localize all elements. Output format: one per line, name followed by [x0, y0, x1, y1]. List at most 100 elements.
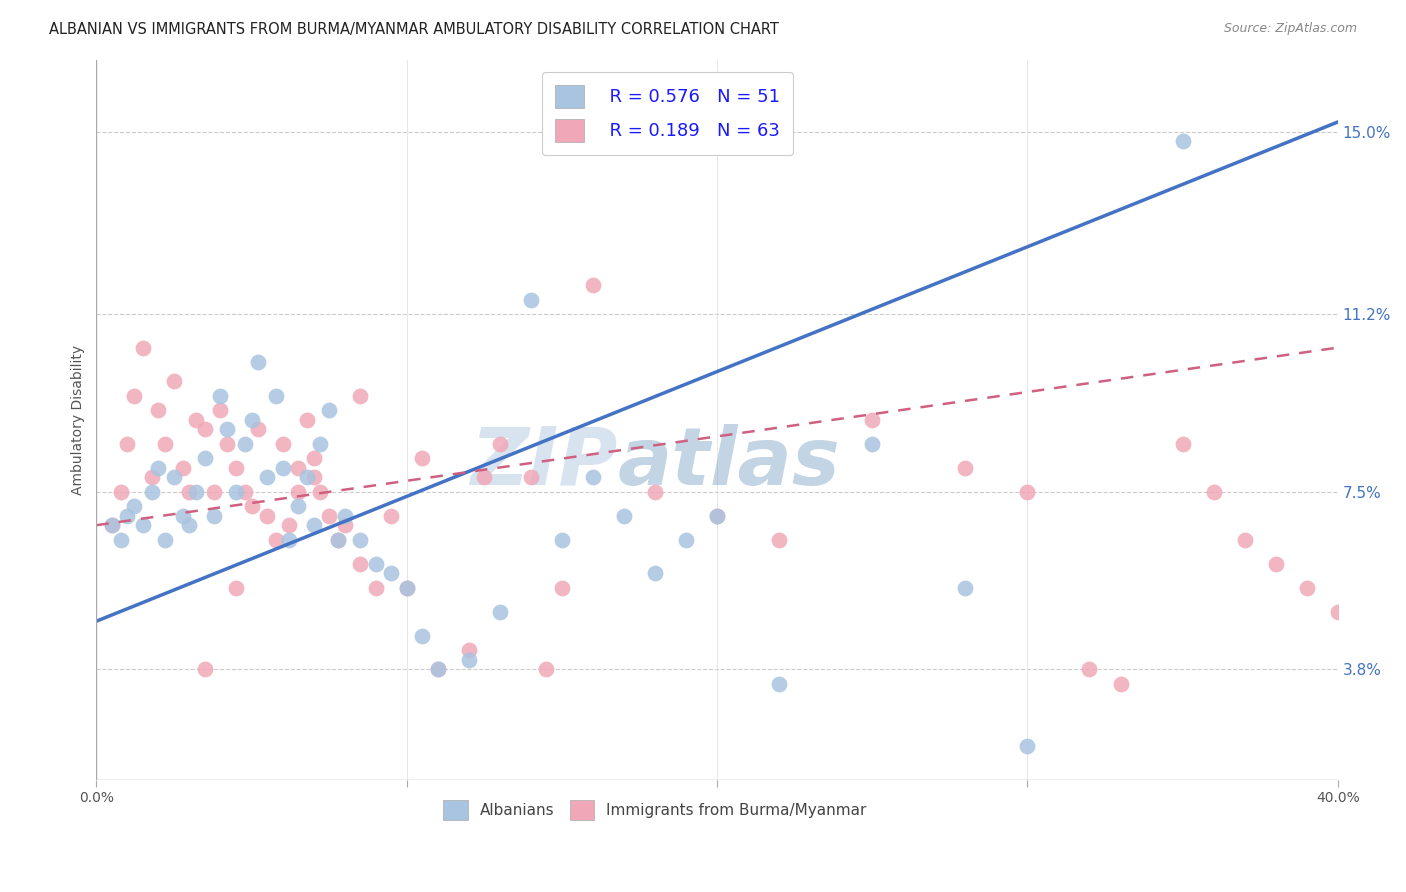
Point	[706, 508, 728, 523]
Point	[153, 533, 176, 547]
Point	[256, 508, 278, 523]
Point	[1109, 676, 1132, 690]
Point	[364, 581, 387, 595]
Point	[233, 484, 256, 499]
Point	[117, 436, 139, 450]
Point	[349, 557, 371, 571]
Point	[271, 436, 294, 450]
Point	[644, 566, 666, 581]
Point	[675, 533, 697, 547]
Point	[1078, 662, 1101, 676]
Point	[246, 355, 269, 369]
Point	[302, 450, 325, 465]
Point	[287, 484, 309, 499]
Point	[246, 422, 269, 436]
Point	[768, 533, 790, 547]
Point	[1171, 436, 1194, 450]
Point	[333, 508, 356, 523]
Point	[582, 278, 605, 293]
Point	[194, 422, 217, 436]
Point	[520, 293, 543, 307]
Point	[1171, 134, 1194, 148]
Text: atlas: atlas	[617, 424, 841, 502]
Point	[225, 460, 247, 475]
Point	[277, 518, 299, 533]
Point	[302, 470, 325, 484]
Point	[1017, 739, 1039, 753]
Point	[233, 436, 256, 450]
Point	[1264, 557, 1286, 571]
Point	[426, 662, 449, 676]
Point	[122, 389, 145, 403]
Point	[860, 436, 883, 450]
Point	[256, 470, 278, 484]
Point	[184, 484, 207, 499]
Point	[194, 662, 217, 676]
Point	[225, 581, 247, 595]
Point	[411, 450, 433, 465]
Point	[308, 436, 330, 450]
Point	[240, 412, 263, 426]
Point	[349, 389, 371, 403]
Point	[411, 629, 433, 643]
Point	[202, 484, 225, 499]
Y-axis label: Ambulatory Disability: Ambulatory Disability	[72, 344, 86, 495]
Point	[215, 436, 238, 450]
Point	[1233, 533, 1256, 547]
Point	[613, 508, 636, 523]
Point	[148, 460, 170, 475]
Point	[225, 484, 247, 499]
Point	[141, 484, 163, 499]
Point	[380, 566, 402, 581]
Point	[488, 436, 510, 450]
Text: ALBANIAN VS IMMIGRANTS FROM BURMA/MYANMAR AMBULATORY DISABILITY CORRELATION CHAR: ALBANIAN VS IMMIGRANTS FROM BURMA/MYANMA…	[49, 22, 779, 37]
Point	[520, 470, 543, 484]
Point	[380, 508, 402, 523]
Point	[148, 403, 170, 417]
Point	[297, 412, 319, 426]
Point	[172, 460, 194, 475]
Point	[184, 412, 207, 426]
Point	[768, 676, 790, 690]
Point	[101, 518, 124, 533]
Point	[955, 460, 977, 475]
Point	[172, 508, 194, 523]
Point	[277, 533, 299, 547]
Point	[110, 484, 132, 499]
Point	[209, 403, 232, 417]
Point	[132, 518, 155, 533]
Point	[297, 470, 319, 484]
Point	[163, 470, 186, 484]
Point	[179, 484, 201, 499]
Point	[955, 581, 977, 595]
Point	[457, 652, 479, 666]
Point	[426, 662, 449, 676]
Point	[328, 533, 350, 547]
Point	[271, 460, 294, 475]
Text: Source: ZipAtlas.com: Source: ZipAtlas.com	[1223, 22, 1357, 36]
Point	[141, 470, 163, 484]
Legend: Albanians, Immigrants from Burma/Myanmar: Albanians, Immigrants from Burma/Myanmar	[437, 794, 873, 826]
Point	[266, 389, 288, 403]
Point	[302, 518, 325, 533]
Point	[395, 581, 418, 595]
Point	[194, 450, 217, 465]
Point	[333, 518, 356, 533]
Point	[132, 341, 155, 355]
Point	[308, 484, 330, 499]
Point	[1017, 484, 1039, 499]
Point	[349, 533, 371, 547]
Point	[287, 460, 309, 475]
Point	[266, 533, 288, 547]
Point	[364, 557, 387, 571]
Point	[551, 533, 574, 547]
Text: ZIP: ZIP	[471, 424, 617, 502]
Point	[1295, 581, 1317, 595]
Point	[240, 499, 263, 513]
Point	[582, 470, 605, 484]
Point	[318, 403, 340, 417]
Point	[457, 643, 479, 657]
Point	[101, 518, 124, 533]
Point	[1326, 605, 1348, 619]
Point	[1202, 484, 1225, 499]
